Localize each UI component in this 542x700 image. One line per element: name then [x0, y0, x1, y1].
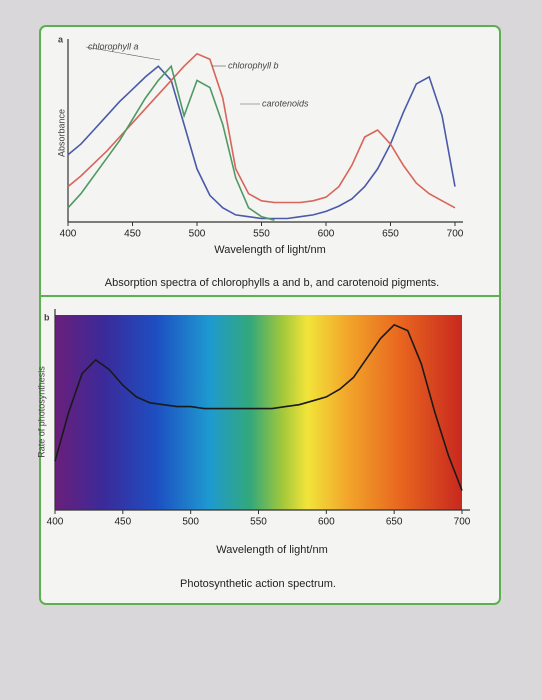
x-tick-label: 600	[318, 229, 335, 240]
series-name: chlorophyll a	[88, 41, 139, 51]
x-axis-label: Wavelength of light/nm	[216, 544, 327, 556]
x-tick-label: 500	[182, 517, 199, 528]
x-tick-label: 650	[386, 517, 403, 528]
x-axis-label: Wavelength of light/nm	[214, 244, 325, 256]
x-tick-label: 400	[60, 229, 77, 240]
x-tick-label: 450	[124, 229, 141, 240]
x-tick-label: 700	[447, 229, 464, 240]
series-name: carotenoids	[262, 98, 309, 108]
y-axis-label: Rate of photosynthesis	[36, 366, 46, 458]
x-tick-label: 650	[382, 229, 399, 240]
series-line	[67, 64, 275, 221]
series-name: chlorophyll b	[228, 60, 279, 70]
caption: Photosynthetic action spectrum.	[180, 578, 336, 590]
x-tick-label: 550	[250, 517, 267, 528]
panel-label: b	[44, 312, 50, 322]
x-tick-label: 500	[189, 229, 206, 240]
spectrum-band	[55, 315, 462, 510]
series-leader	[85, 46, 161, 61]
y-axis-label: Absorbance	[56, 109, 66, 157]
x-tick-label: 700	[454, 517, 471, 528]
x-tick-label: 400	[47, 517, 64, 528]
series-line	[54, 323, 463, 491]
x-tick-label: 550	[253, 229, 270, 240]
x-tick-label: 450	[114, 517, 131, 528]
series-line	[67, 52, 456, 209]
x-tick-label: 600	[318, 517, 335, 528]
caption: Absorption spectra of chlorophylls a and…	[105, 277, 439, 289]
panel-label: a	[58, 34, 64, 44]
